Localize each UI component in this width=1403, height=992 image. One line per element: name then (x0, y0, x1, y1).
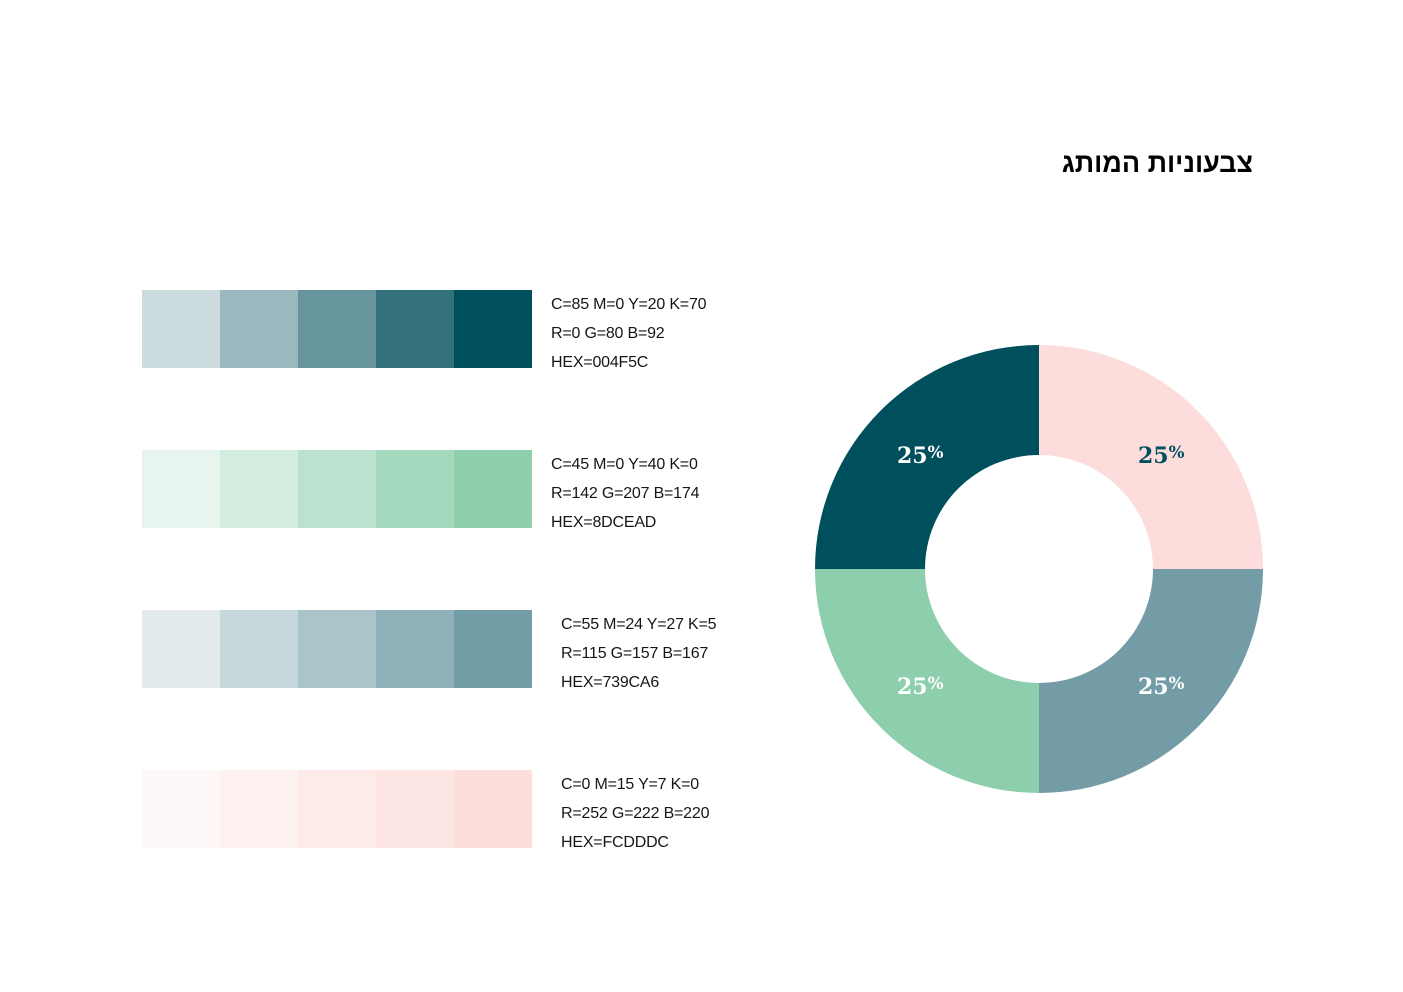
swatch-tint-80 (376, 770, 454, 848)
swatch-tint-40 (220, 290, 298, 368)
swatch-tint-60 (298, 290, 376, 368)
swatch-tint-60 (298, 610, 376, 688)
tint-bar (142, 610, 532, 688)
swatch-tint-80 (376, 450, 454, 528)
swatch-tint-20 (142, 770, 220, 848)
swatch-tint-100 (454, 770, 532, 848)
swatch-tint-80 (376, 610, 454, 688)
swatch-tint-20 (142, 450, 220, 528)
hex-value: HEX=8DCEAD (551, 514, 657, 531)
donut-hole (925, 455, 1153, 683)
cmyk-value: C=45 M=0 Y=40 K=0 (551, 456, 698, 473)
color-specs: C=55 M=24 Y=27 K=5 R=115 G=157 B=167 HEX… (561, 610, 717, 697)
donut-segment-label: 25% (1138, 672, 1185, 700)
swatch-tint-100 (454, 610, 532, 688)
swatch-tint-20 (142, 290, 220, 368)
swatch-tint-40 (220, 610, 298, 688)
donut-segment-label: 25% (897, 672, 944, 700)
donut-segment-label: 25% (1138, 441, 1185, 469)
hex-value: HEX=004F5C (551, 354, 649, 371)
swatch-tint-60 (298, 450, 376, 528)
rgb-value: R=115 G=157 B=167 (561, 645, 709, 662)
swatch-tint-60 (298, 770, 376, 848)
rgb-value: R=142 G=207 B=174 (551, 485, 700, 502)
swatch-tint-80 (376, 290, 454, 368)
cmyk-value: C=0 M=15 Y=7 K=0 (561, 776, 699, 793)
cmyk-value: C=55 M=24 Y=27 K=5 (561, 616, 717, 633)
swatch-tint-20 (142, 610, 220, 688)
cmyk-value: C=85 M=0 Y=20 K=70 (551, 296, 707, 313)
donut-segment-label: 25% (897, 441, 944, 469)
rgb-value: R=252 G=222 B=220 (561, 805, 710, 822)
color-specs: C=0 M=15 Y=7 K=0 R=252 G=222 B=220 HEX=F… (561, 770, 709, 857)
swatch-tint-100 (454, 450, 532, 528)
page-title: צבעוניות המותג (1061, 148, 1253, 179)
color-specs: C=85 M=0 Y=20 K=70 R=0 G=80 B=92 HEX=004… (551, 290, 707, 377)
swatch-tint-40 (220, 770, 298, 848)
swatch-tint-100 (454, 290, 532, 368)
donut-chart: 25% 25% 25% 25% (815, 345, 1263, 793)
swatch-tint-40 (220, 450, 298, 528)
tint-bar (142, 290, 532, 368)
rgb-value: R=0 G=80 B=92 (551, 325, 665, 342)
hex-value: HEX=FCDDDC (561, 834, 669, 851)
hex-value: HEX=739CA6 (561, 674, 660, 691)
tint-bar (142, 450, 532, 528)
color-specs: C=45 M=0 Y=40 K=0 R=142 G=207 B=174 HEX=… (551, 450, 699, 537)
tint-bar (142, 770, 532, 848)
